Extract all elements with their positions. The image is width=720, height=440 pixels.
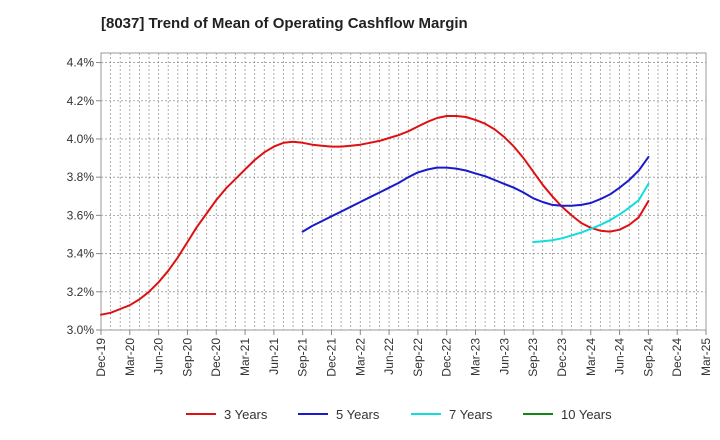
x-tick-label: Dec-19: [94, 338, 108, 377]
y-tick-label: 4.0%: [67, 132, 95, 146]
x-tick-label: Mar-22: [353, 338, 367, 376]
x-tick-label: Dec-20: [209, 338, 223, 377]
y-tick-label: 3.8%: [67, 170, 95, 184]
x-tick-label: Dec-21: [324, 338, 338, 377]
legend-label-3: 7 Years: [449, 407, 493, 422]
x-tick-label: Sep-24: [641, 338, 655, 377]
x-tick-label: Jun-20: [152, 338, 166, 375]
x-tick-label: Jun-23: [497, 338, 511, 375]
y-tick-label: 3.6%: [67, 208, 95, 222]
y-tick-label: 3.4%: [67, 247, 95, 261]
series-lines: [100, 115, 650, 316]
series-line-3: [532, 182, 650, 244]
x-tick-label: Dec-22: [440, 338, 454, 377]
x-tick-label: Jun-24: [613, 338, 627, 375]
plot-area: [100, 52, 707, 331]
y-axis: 3.0% 3.2% 3.4% 3.6% 3.8% 4.0% 4.2% 4.4%: [67, 56, 101, 337]
x-tick-label: Sep-23: [526, 338, 540, 377]
x-tick-label: Mar-24: [584, 338, 598, 376]
x-tick-label: Dec-23: [555, 338, 569, 377]
x-axis: Dec-19 Mar-20 Jun-20 Sep-20 Dec-20 Mar-21 Jun-…: [94, 330, 713, 377]
chart-title: [8037] Trend of Mean of Operating Cashfl…: [101, 15, 468, 32]
legend-label-2: 5 Years: [336, 407, 380, 422]
x-tick-label: Sep-22: [411, 338, 425, 377]
y-tick-label: 3.2%: [67, 285, 95, 299]
series-line-1: [100, 115, 650, 316]
grid: [101, 53, 706, 330]
x-tick-label: Sep-21: [296, 338, 310, 377]
x-tick-label: Jun-22: [382, 338, 396, 375]
series-line-2: [301, 156, 650, 233]
legend: 3 Years 5 Years 7 Years 10 Years: [186, 407, 612, 422]
y-tick-label: 4.4%: [67, 56, 95, 70]
legend-label-4: 10 Years: [561, 407, 612, 422]
legend-label-1: 3 Years: [224, 407, 268, 422]
x-tick-label: Jun-21: [267, 338, 281, 375]
x-tick-label: Dec-24: [670, 338, 684, 377]
x-tick-label: Mar-23: [469, 338, 483, 376]
x-tick-label: Mar-20: [123, 338, 137, 376]
x-tick-label: Mar-25: [699, 338, 713, 376]
y-tick-label: 4.2%: [67, 94, 95, 108]
y-tick-label: 3.0%: [67, 323, 95, 337]
x-tick-label: Mar-21: [238, 338, 252, 376]
plot-frame: [100, 52, 707, 331]
x-tick-label: Sep-20: [180, 338, 194, 377]
